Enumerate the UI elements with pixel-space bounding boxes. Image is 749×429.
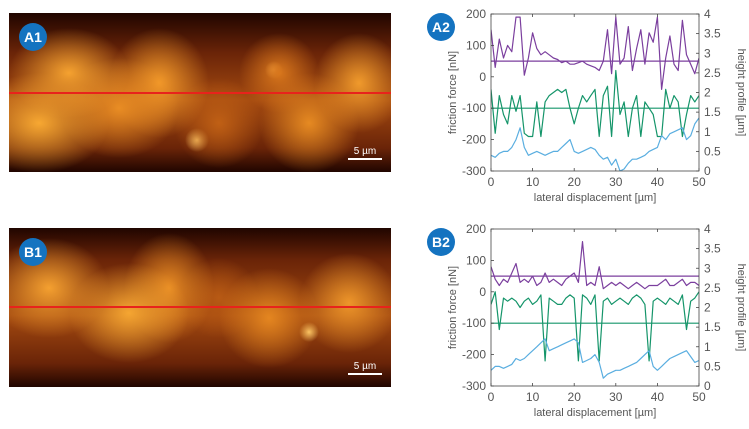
- x-tick-label: 50: [692, 175, 706, 189]
- x-tick-label: 0: [488, 390, 495, 404]
- y-axis-label: friction force [nN]: [447, 266, 459, 349]
- y2-tick-label: 1: [704, 125, 711, 139]
- y2-tick-label: 3: [704, 46, 711, 60]
- x-axis-label: lateral displacement [µm]: [534, 407, 657, 419]
- y-tick-label: -200: [462, 133, 486, 147]
- scale-label: 5 µm: [353, 146, 377, 157]
- x-tick-label: 40: [651, 175, 665, 189]
- x-tick-label: 10: [526, 175, 540, 189]
- y2-tick-label: 1.5: [704, 105, 721, 119]
- y2-tick-label: 1: [704, 340, 711, 354]
- y-tick-label: -100: [462, 101, 486, 115]
- scan-line: [9, 306, 391, 308]
- x-tick-label: 30: [609, 390, 623, 404]
- x-tick-label: 50: [692, 390, 706, 404]
- x-axis-label: lateral displacement [µm]: [534, 192, 657, 204]
- panel-badge-label: B2: [432, 234, 450, 250]
- y-tick-label: 0: [479, 70, 486, 84]
- scale-bar: 5 µm: [348, 361, 382, 375]
- series-line-1: [491, 291, 699, 362]
- y2-tick-label: 1.5: [704, 320, 721, 334]
- y-tick-label: 100: [466, 38, 486, 52]
- series-line-0: [491, 16, 699, 91]
- y2-tick-label: 0: [704, 379, 711, 393]
- y2-tick-label: 4: [704, 222, 711, 236]
- x-tick-label: 30: [609, 175, 623, 189]
- y-tick-label: 100: [466, 253, 486, 267]
- y-tick-label: 200: [466, 222, 486, 236]
- y-tick-label: -200: [462, 348, 486, 362]
- y-tick-label: 200: [466, 7, 486, 21]
- y2-tick-label: 2.5: [704, 281, 721, 295]
- panel-badge: [427, 13, 455, 41]
- x-tick-label: 20: [568, 390, 582, 404]
- y2-tick-label: 3: [704, 261, 711, 275]
- y2-tick-label: 2.5: [704, 66, 721, 80]
- x-tick-label: 40: [651, 390, 665, 404]
- scan-line: [9, 92, 391, 94]
- afm-image-b1: B1 5 µm: [9, 228, 391, 387]
- plot-frame: [490, 228, 700, 387]
- y-tick-label: 0: [479, 285, 486, 299]
- y2-tick-label: 2: [704, 301, 711, 315]
- panel-badge-b1: B1: [19, 238, 47, 266]
- y2-tick-label: 3.5: [704, 27, 721, 41]
- y2-axis-label: height profile [µm]: [735, 264, 747, 352]
- y2-axis-label: height profile [µm]: [735, 49, 747, 137]
- series-line-0: [491, 241, 699, 290]
- afm-image-a1: A1 5 µm: [9, 13, 391, 172]
- scale-bar: 5 µm: [348, 146, 382, 160]
- x-tick-label: 0: [488, 175, 495, 189]
- series-line-2: [491, 338, 699, 379]
- series-line-2: [491, 117, 699, 171]
- chart-b2: B20 10 20 30 40 502001000-100-200-30043.532.5…: [427, 222, 747, 419]
- y2-tick-label: 2: [704, 86, 711, 100]
- y-tick-label: -300: [462, 164, 486, 178]
- chart-a2: A20 10 20 30 40 502001000-100-200-30043.532.5…: [427, 7, 747, 204]
- y-axis-label: friction force [nN]: [447, 51, 459, 134]
- y2-tick-label: 3.5: [704, 242, 721, 256]
- y2-tick-label: 4: [704, 7, 711, 21]
- y-tick-label: -300: [462, 379, 486, 393]
- scale-label: 5 µm: [353, 361, 377, 372]
- y-tick-label: -100: [462, 316, 486, 330]
- series-line-1: [491, 69, 699, 138]
- y2-tick-label: 0: [704, 164, 711, 178]
- x-tick-label: 10: [526, 390, 540, 404]
- y2-tick-label: 0.5: [704, 144, 721, 158]
- x-tick-label: 20: [568, 175, 582, 189]
- panel-badge-a1: A1: [19, 23, 47, 51]
- panel-badge-label: A2: [432, 19, 450, 35]
- panel-badge: [427, 228, 455, 256]
- y2-tick-label: 0.5: [704, 359, 721, 373]
